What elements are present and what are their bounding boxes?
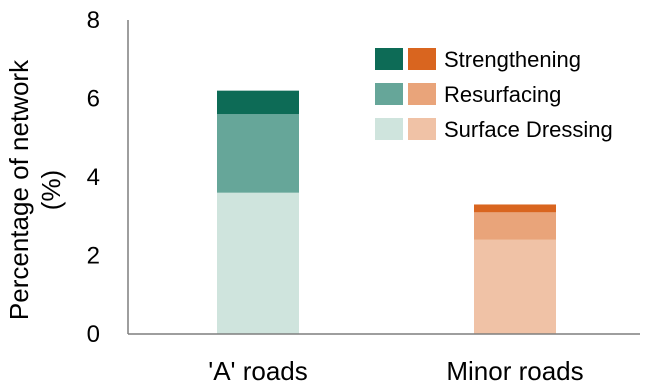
x-category-label: 'A' roads: [208, 356, 308, 386]
bar-segment: [474, 239, 556, 334]
y-tick-label: 0: [87, 321, 100, 348]
bar-segment: [217, 114, 299, 193]
bar-segment: [217, 192, 299, 334]
y-axis-title-line-2: (%): [36, 170, 66, 210]
y-tick-label: 4: [87, 164, 100, 191]
bar-segment: [474, 212, 556, 240]
x-axis-categories: 'A' roads Minor roads: [208, 356, 583, 386]
legend-swatch: [408, 83, 436, 105]
y-tick-label: 8: [87, 7, 100, 34]
legend-swatch: [408, 118, 436, 140]
bars: [217, 90, 556, 334]
bar-segment: [217, 90, 299, 115]
legend-swatch: [375, 83, 403, 105]
x-category-label: Minor roads: [446, 356, 583, 386]
legend: Strengthening Resurfacing Surface Dressing: [375, 47, 613, 142]
legend-swatch: [408, 48, 436, 70]
y-tick-label: 2: [87, 243, 100, 270]
legend-swatch: [375, 48, 403, 70]
legend-label: Strengthening: [444, 47, 581, 72]
y-tick-label: 6: [87, 86, 100, 113]
y-axis-title: Percentage of network (%): [4, 59, 66, 320]
y-axis-ticks: 0 2 4 6 8: [87, 7, 100, 348]
y-axis-title-line-1: Percentage of network: [4, 59, 34, 320]
legend-label: Resurfacing: [444, 82, 561, 107]
bar-segment: [474, 204, 556, 213]
legend-label: Surface Dressing: [444, 117, 613, 142]
legend-swatch: [375, 118, 403, 140]
